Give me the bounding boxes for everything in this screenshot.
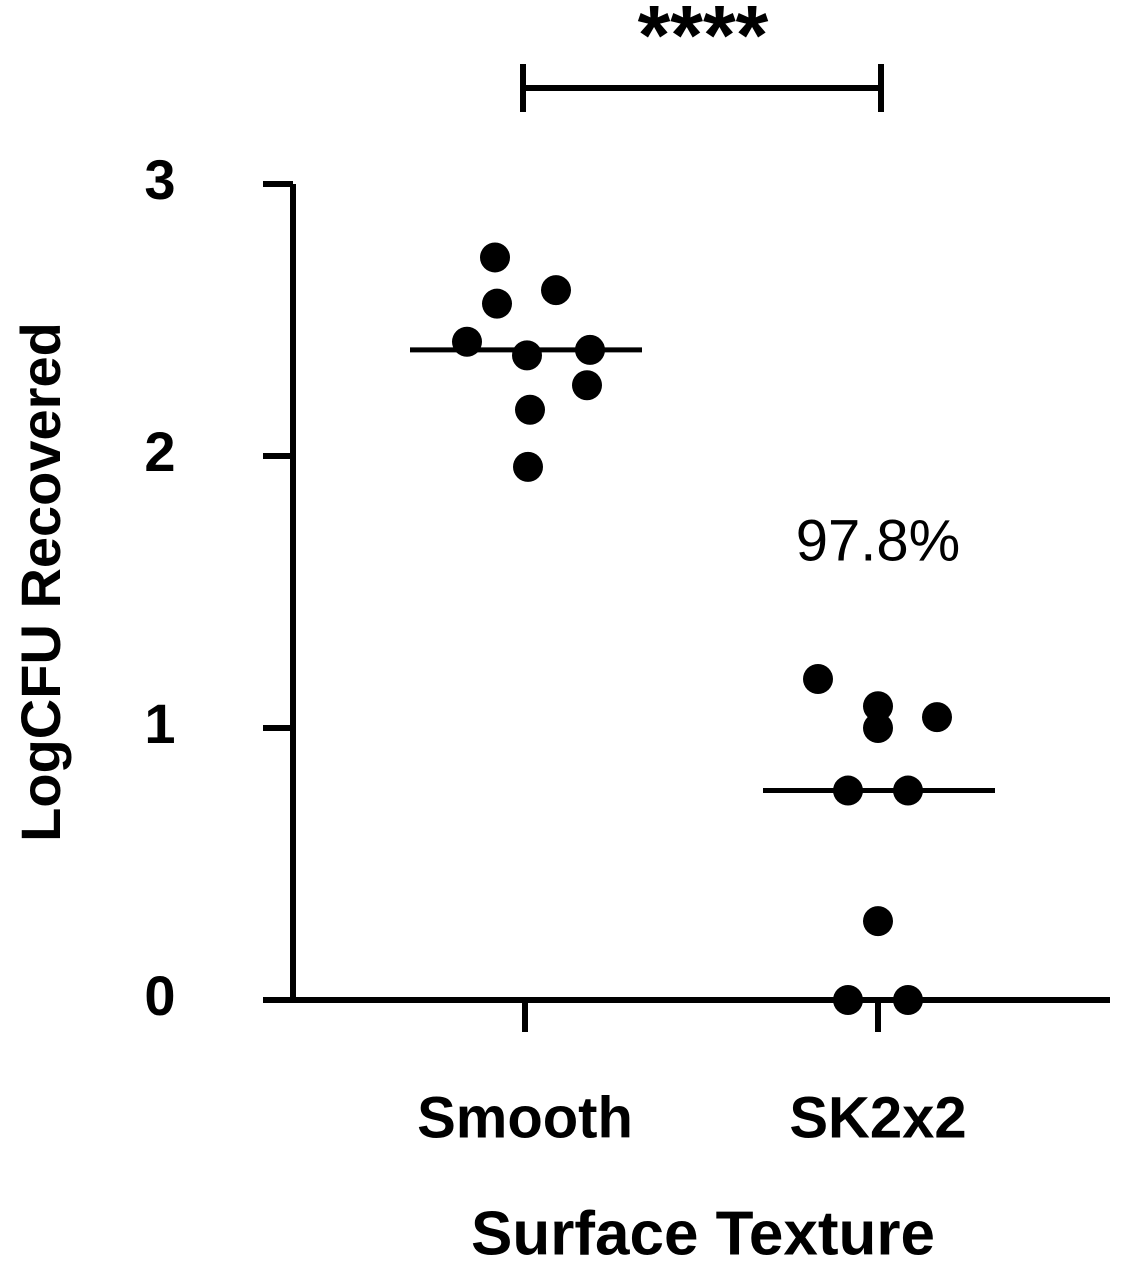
annotation: 97.8% [796,508,960,573]
significance-label: **** [638,0,769,82]
y-tick-label: 1 [144,692,175,755]
x-tick-label: Smooth [417,1085,633,1150]
data-point [513,451,543,482]
data-point [863,713,893,743]
data-point [572,370,602,401]
data-point [893,985,923,1015]
y-axis-label: LogCFU Recovered [9,322,72,842]
y-tick-label: 2 [144,420,175,483]
data-point [480,242,510,273]
y-tick-label: 3 [144,148,175,211]
data-point [515,394,545,425]
x-axis-label: Surface Texture [471,1199,935,1268]
data-point [833,985,863,1015]
significance-bracket [520,64,884,112]
data-point [803,664,833,695]
data-point [512,340,542,371]
data-point [922,702,952,733]
data-point [541,275,571,306]
data-point [863,906,893,937]
x-tick-label: SK2x2 [789,1085,966,1150]
y-tick-label: 0 [144,964,175,1027]
data-point [863,691,893,722]
data-point [482,288,512,319]
